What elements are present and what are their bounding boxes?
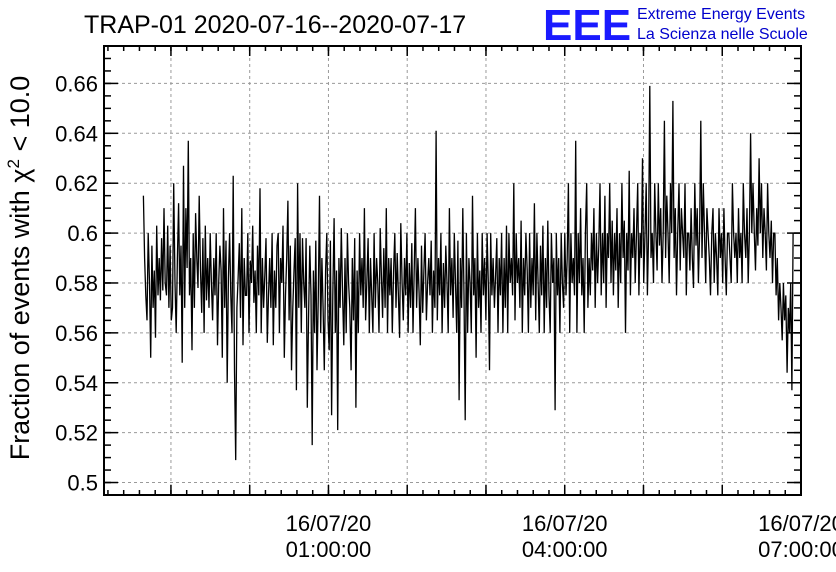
eee-logo: EEE Extreme Energy Events La Scienza nel… bbox=[543, 1, 808, 50]
x-tick-label-date: 16/07/20 bbox=[522, 511, 608, 536]
logo-line-1: Extreme Energy Events bbox=[637, 6, 805, 23]
logo-line-2: La Scienza nelle Scuole bbox=[637, 26, 808, 43]
y-tick-label: 0.5 bbox=[67, 471, 98, 496]
y-tick-label: 0.54 bbox=[55, 371, 98, 396]
y-axis-label-prefix: Fraction of events with bbox=[5, 183, 35, 461]
y-axis-label: Fraction of events with χ2 < 10.0 bbox=[4, 76, 35, 461]
y-tick-label: 0.6 bbox=[67, 221, 98, 246]
plot-frame bbox=[103, 45, 802, 496]
y-tick-label: 0.58 bbox=[55, 271, 98, 296]
y-tick-label: 0.64 bbox=[55, 121, 98, 146]
x-tick-label-time: 07:00:00 bbox=[758, 537, 836, 562]
y-tick-label: 0.62 bbox=[55, 171, 98, 196]
logo-letters: EEE bbox=[543, 1, 631, 50]
x-axis-ticks: 16/07/2001:00:0016/07/2004:00:0016/07/20… bbox=[107, 46, 836, 562]
y-axis-label-sup: 2 bbox=[4, 159, 23, 168]
y-axis-ticks: 0.5 0.52 0.54 0.56 0.58 0.6 0.62 0.64 0.66 bbox=[55, 45, 801, 496]
series-line bbox=[142, 85, 794, 461]
y-axis-label-chi: χ bbox=[5, 168, 35, 182]
x-tick-label-date: 16/07/20 bbox=[286, 511, 372, 536]
y-axis-label-suffix: < 10.0 bbox=[5, 76, 35, 159]
x-tick-label-time: 04:00:00 bbox=[522, 537, 608, 562]
x-tick-label-time: 01:00:00 bbox=[286, 537, 372, 562]
chart-title: TRAP-01 2020-07-16--2020-07-17 bbox=[84, 11, 466, 39]
y-tick-label: 0.56 bbox=[55, 321, 98, 346]
y-tick-label: 0.52 bbox=[55, 421, 98, 446]
y-tick-label: 0.66 bbox=[55, 71, 98, 96]
x-tick-label-date: 16/07/20 bbox=[758, 511, 836, 536]
